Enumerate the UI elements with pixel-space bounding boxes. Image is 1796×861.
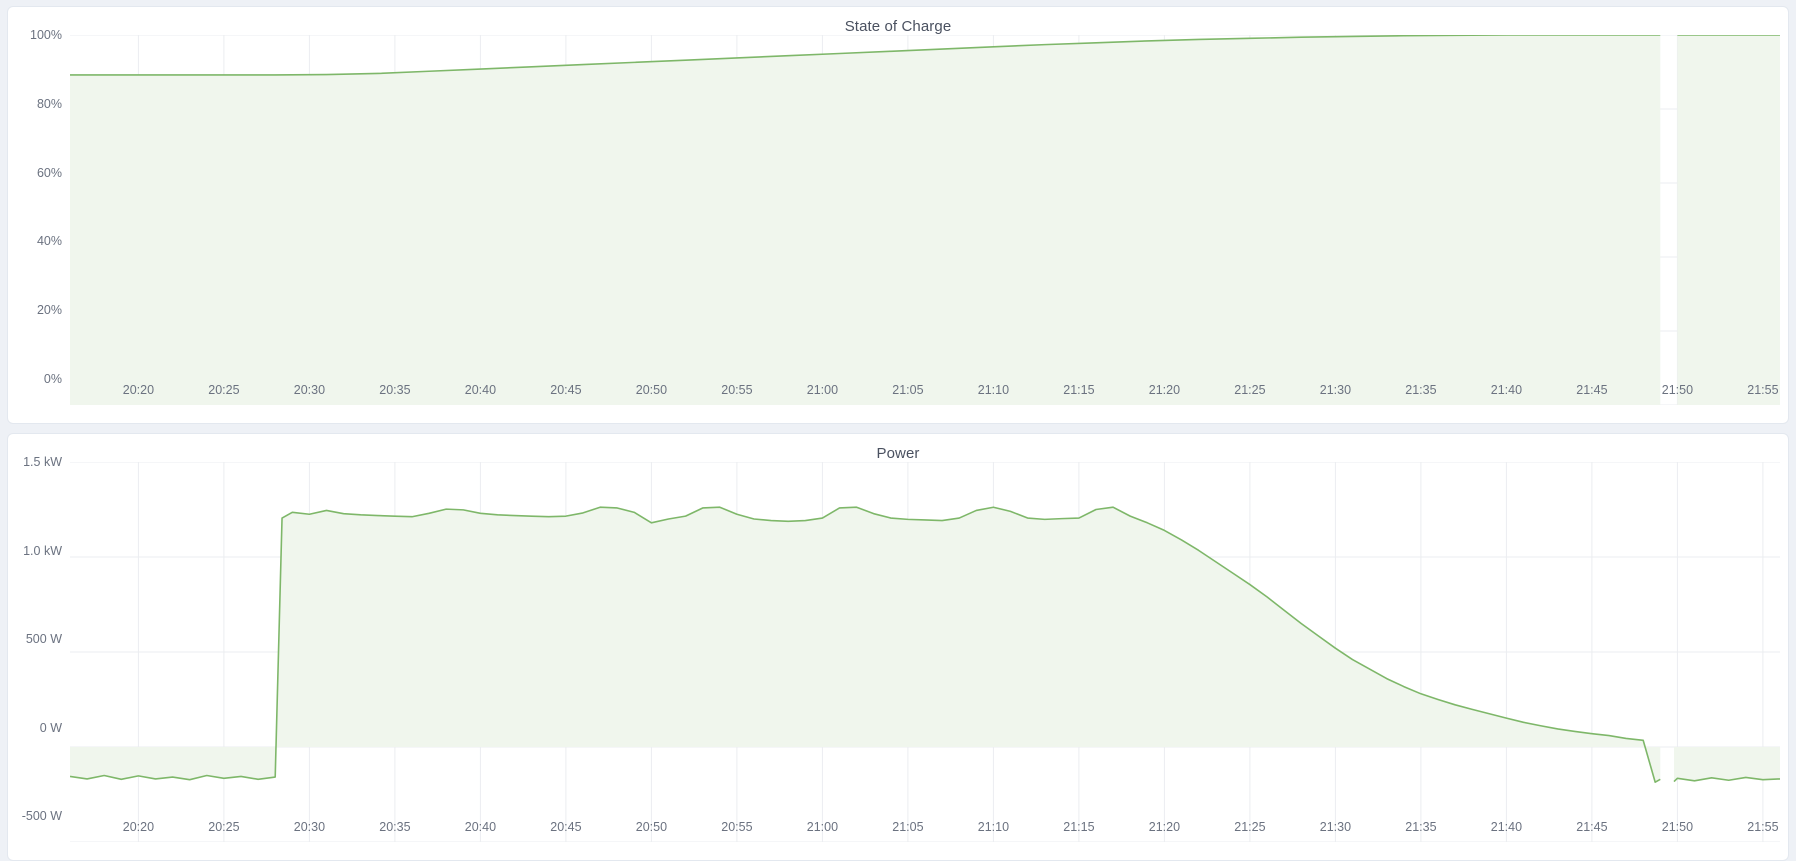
y-axis-tick-label: 0 W (39, 720, 62, 735)
x-axis-tick-label: 21:15 (1063, 820, 1095, 834)
x-axis-tick-label: 20:45 (550, 383, 582, 397)
y-axis-tick-label: 1.5 kW (23, 455, 62, 469)
x-axis-tick-label: 20:45 (550, 820, 582, 834)
series-line (1674, 777, 1780, 781)
x-axis-tick-label: 21:25 (1234, 820, 1266, 834)
x-axis-tick-label: 21:10 (977, 383, 1010, 397)
x-axis-tick-label: 20:25 (208, 383, 240, 397)
x-axis-tick-label: 20:50 (635, 383, 668, 397)
x-axis-tick-label: 21:05 (892, 820, 924, 834)
plot-canvas-state-of-charge[interactable] (70, 35, 1780, 405)
series-area-fill (70, 507, 1661, 783)
x-axis-tick-label: 21:55 (1747, 820, 1779, 834)
x-axis-tick-label: 21:50 (1661, 820, 1694, 834)
x-axis-state-of-charge: 20:20 20:25 20:30 20:35 20:40 20:45 20:50 20:55… (70, 379, 1780, 405)
x-axis-tick-label: 20:35 (379, 820, 411, 834)
x-axis-tick-label: 21:05 (892, 383, 924, 397)
series-state-of-charge (70, 35, 1780, 405)
x-axis-power: 20:20 20:25 20:30 20:35 20:40 20:45 20:50 20:55… (70, 816, 1780, 842)
x-axis-tick-label: 21:25 (1234, 383, 1266, 397)
x-axis-tick-label: 21:10 (977, 820, 1010, 834)
y-axis-state-of-charge: 100% 80% 60% 40% 20% 0% (8, 28, 70, 405)
y-axis-tick-label: 80% (36, 96, 62, 111)
x-axis-tick-label: 20:55 (721, 820, 753, 834)
y-axis-power: 1.5 kW 1.0 kW 500 W 0 W -500 W (8, 455, 70, 842)
x-axis-tick-label: 21:00 (806, 383, 839, 397)
chart-card-state-of-charge: State of Charge 100% 80% 60% 40% 20% 0% 20:20… (7, 6, 1789, 424)
x-axis-tick-label: 21:55 (1747, 383, 1779, 397)
x-axis-tick-label: 20:30 (293, 383, 326, 397)
x-axis-tick-label: 21:45 (1576, 383, 1608, 397)
y-axis-tick-label: 1.0 kW (23, 543, 62, 558)
plot-area-state-of-charge: 100% 80% 60% 40% 20% 0% 20:20 20:25 20:30 20:35 2… (8, 28, 1788, 405)
y-axis-tick-label: 40% (36, 234, 62, 249)
x-axis-tick-label: 21:30 (1319, 383, 1352, 397)
series-power (70, 462, 1780, 842)
y-axis-tick-label: 20% (36, 303, 62, 318)
x-axis-tick-label: 20:55 (721, 383, 753, 397)
x-axis-tick-label: 21:40 (1490, 383, 1523, 397)
x-axis-tick-label: 21:30 (1319, 820, 1352, 834)
x-axis-tick-label: 21:15 (1063, 383, 1095, 397)
x-axis-tick-label: 20:40 (464, 383, 497, 397)
plot-canvas-power[interactable] (70, 462, 1780, 842)
series-line (70, 507, 1660, 782)
series-area-fill (70, 35, 1661, 405)
y-axis-tick-label: 60% (36, 165, 62, 180)
x-axis-tick-label: 20:40 (464, 820, 497, 834)
x-axis-tick-label: 21:20 (1148, 383, 1181, 397)
y-axis-tick-label: 0% (43, 372, 62, 386)
y-axis-tick-label: 500 W (25, 632, 62, 646)
x-axis-tick-label: 20:25 (208, 820, 240, 834)
x-axis-tick-label: 20:20 (122, 820, 155, 834)
x-axis-tick-label: 20:35 (379, 383, 411, 397)
series-area-fill (1677, 35, 1780, 405)
chart-title-state-of-charge: State of Charge (844, 18, 952, 35)
x-axis-tick-label: 21:45 (1576, 820, 1608, 834)
x-axis-tick-label: 20:20 (122, 383, 155, 397)
series-area-fill (1673, 747, 1780, 782)
x-axis-tick-label: 21:20 (1148, 820, 1181, 834)
x-axis-tick-label: 21:50 (1661, 383, 1694, 397)
y-axis-tick-label: 100% (30, 28, 62, 42)
x-axis-tick-label: 21:00 (806, 820, 839, 834)
series-line (70, 35, 1660, 75)
chart-title-power: Power (876, 445, 920, 462)
x-axis-tick-label: 21:40 (1490, 820, 1523, 834)
x-axis-tick-label: 20:30 (293, 820, 326, 834)
y-axis-tick-label: -500 W (21, 809, 62, 823)
x-axis-tick-label: 21:35 (1405, 383, 1437, 397)
x-axis-tick-label: 20:50 (635, 820, 668, 834)
x-axis-tick-label: 21:35 (1405, 820, 1437, 834)
